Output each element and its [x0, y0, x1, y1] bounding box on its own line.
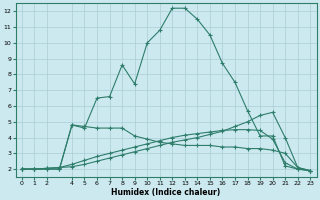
X-axis label: Humidex (Indice chaleur): Humidex (Indice chaleur) [111, 188, 221, 197]
